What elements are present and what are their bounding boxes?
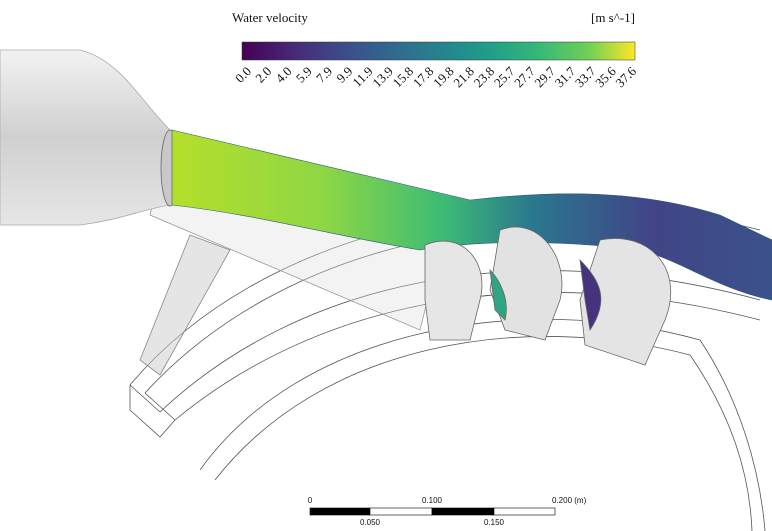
colorbar-ticks: 0.02.04.05.97.99.911.913.915.817.819.821… <box>232 63 639 90</box>
colorbar-tick-label: 5.9 <box>293 64 315 86</box>
buckets <box>425 227 671 365</box>
colorbar <box>242 42 635 60</box>
scale-label: 0 <box>308 496 313 505</box>
colorbar-tick-label: 7.9 <box>313 64 335 86</box>
scale-label: 0.100 <box>422 496 443 505</box>
colorbar-tick-label: 2.0 <box>252 64 274 86</box>
scale-label: 0.200 (m) <box>552 496 587 505</box>
colorbar-tick-label: 0.0 <box>232 64 254 86</box>
scene: Water velocity [m s^-1] 0.02.04.05.97.99… <box>0 0 772 531</box>
colorbar-title: Water velocity <box>232 10 308 25</box>
scale-label: 0.050 <box>360 518 381 527</box>
viewport: Water velocity [m s^-1] 0.02.04.05.97.99… <box>0 0 772 531</box>
colorbar-tick-label: 37.6 <box>612 63 639 90</box>
colorbar-unit: [m s^-1] <box>591 10 635 25</box>
scale-label: 0.150 <box>484 518 505 527</box>
colorbar-tick-label: 4.0 <box>273 64 295 86</box>
nozzle <box>0 50 170 225</box>
scale-bar: 0 0.100 0.200 (m) 0.050 0.150 <box>308 496 587 527</box>
